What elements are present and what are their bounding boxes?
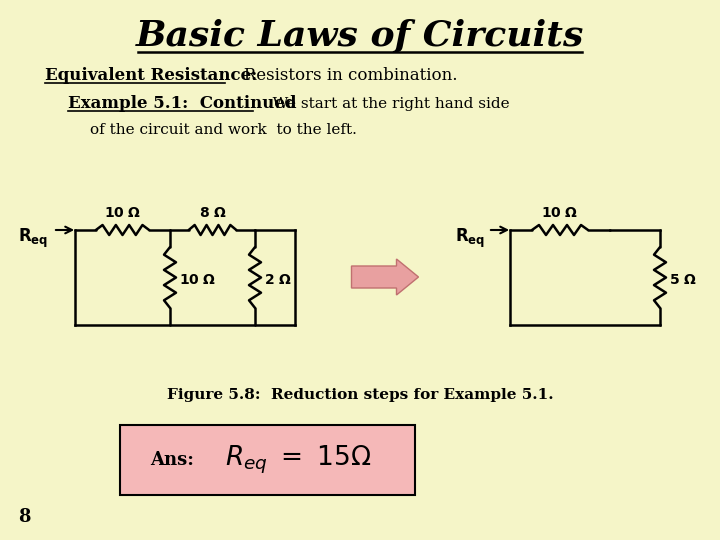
Text: We start at the right hand side: We start at the right hand side <box>258 97 510 111</box>
Bar <box>120 425 415 495</box>
Text: $\mathbf{10\ \Omega}$: $\mathbf{10\ \Omega}$ <box>179 273 216 287</box>
Text: Basic Laws of Circuits: Basic Laws of Circuits <box>136 19 584 53</box>
Text: $\mathbf{2\ \Omega}$: $\mathbf{2\ \Omega}$ <box>264 273 292 287</box>
Text: Equivalent Resistance:: Equivalent Resistance: <box>45 68 257 84</box>
Text: $\mathbf{10\ \Omega}$: $\mathbf{10\ \Omega}$ <box>104 206 141 220</box>
Text: Figure 5.8:  Reduction steps for Example 5.1.: Figure 5.8: Reduction steps for Example … <box>167 388 553 402</box>
Text: Ans:: Ans: <box>150 451 194 469</box>
Text: Example 5.1:  Continued: Example 5.1: Continued <box>68 96 297 112</box>
Text: $\mathbf{10\ \Omega}$: $\mathbf{10\ \Omega}$ <box>541 206 579 220</box>
Text: of the circuit and work  to the left.: of the circuit and work to the left. <box>90 123 357 137</box>
Text: $R_{eq}\ =\ 15\Omega$: $R_{eq}\ =\ 15\Omega$ <box>225 444 372 476</box>
Text: $\mathbf{5\ \Omega}$: $\mathbf{5\ \Omega}$ <box>669 273 696 287</box>
Text: $\mathbf{R_{eq}}$: $\mathbf{R_{eq}}$ <box>455 226 485 249</box>
Text: Resistors in combination.: Resistors in combination. <box>228 68 457 84</box>
Polygon shape <box>351 259 418 295</box>
Text: $\mathbf{8\ \Omega}$: $\mathbf{8\ \Omega}$ <box>199 206 226 220</box>
Text: 8: 8 <box>18 508 30 526</box>
Text: $\mathbf{R_{eq}}$: $\mathbf{R_{eq}}$ <box>18 226 48 249</box>
